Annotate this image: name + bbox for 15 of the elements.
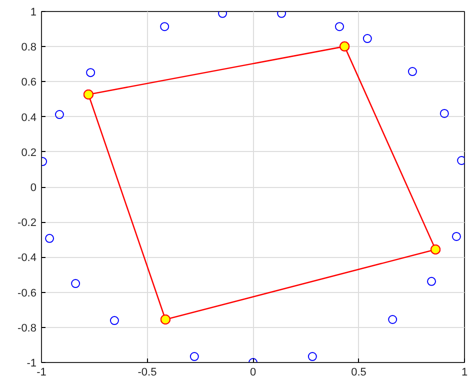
y-tick-label: -0.6 [18,287,37,300]
x-tick-label: -0.5 [138,366,157,378]
y-tick-label: 0.2 [21,146,37,159]
y-tick-label: -0.8 [18,322,37,334]
y-tick-label: -1 [26,358,36,370]
y-tick-label: -0.4 [18,252,37,264]
y-tick-label: 0.8 [21,42,37,54]
y-tick-label: 0.4 [21,112,37,124]
x-tick-label: 0.5 [351,366,366,378]
y-tick-label: 1 [30,6,37,18]
y-tick-label: 0.6 [21,76,37,89]
x-tick-label: 1 [461,366,468,378]
y-tick-label: 0 [30,182,37,194]
y-tick-label: -0.2 [18,217,37,230]
x-tick-label: 0 [250,366,256,378]
